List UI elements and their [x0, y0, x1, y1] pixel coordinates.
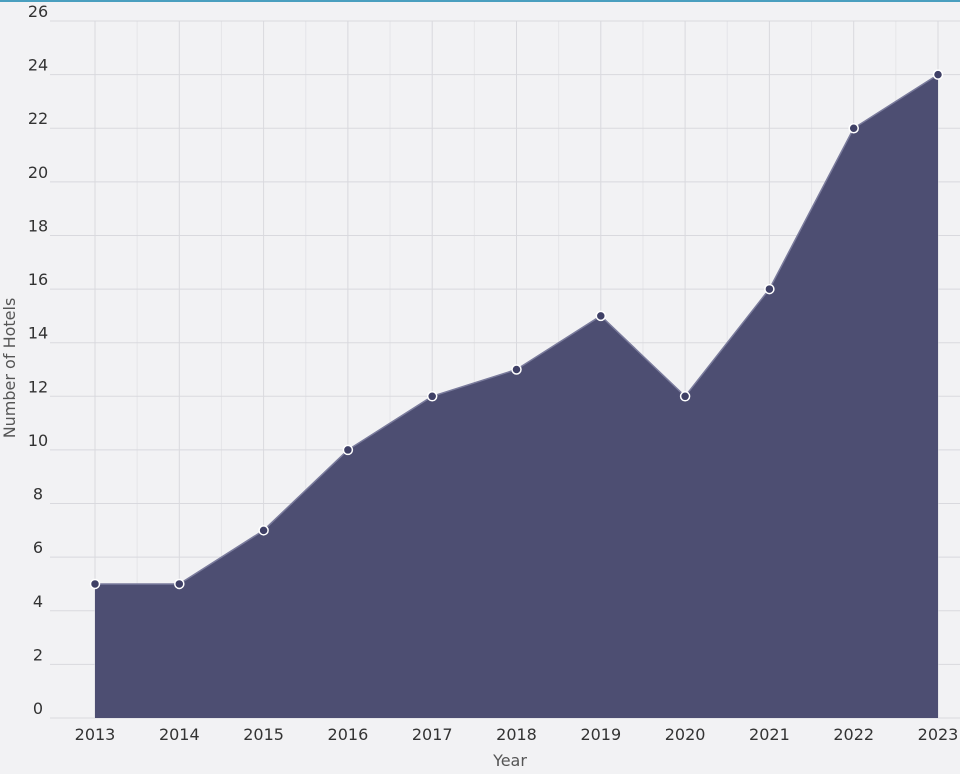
x-tick-label: 2014: [159, 725, 200, 744]
data-point[interactable]: [342, 444, 354, 456]
x-axis-ticks: 2013 2014 2015 2016 2017 2018 2019 2020 2021 2022…: [75, 725, 959, 744]
y-tick-label: 0: [33, 699, 43, 718]
y-tick-label: 26: [28, 2, 48, 21]
data-point[interactable]: [848, 122, 859, 134]
x-tick-label: 2020: [665, 725, 706, 744]
y-tick-label: 12: [28, 377, 48, 396]
data-point[interactable]: [932, 69, 944, 80]
y-tick-label: 22: [28, 109, 48, 128]
x-tick-label: 2017: [412, 725, 453, 744]
data-point[interactable]: [764, 283, 775, 295]
x-tick-label: 2016: [328, 725, 369, 744]
series-area: [95, 74, 938, 719]
y-tick-label: 24: [28, 56, 48, 75]
y-tick-label: 8: [33, 485, 43, 504]
x-tick-label: 2013: [75, 725, 116, 744]
x-tick-label: 2021: [749, 725, 790, 744]
y-tick-label: 4: [33, 592, 43, 611]
data-point[interactable]: [511, 364, 522, 375]
y-tick-label: 10: [28, 431, 48, 450]
x-axis-title: Year: [492, 751, 527, 770]
y-tick-label: 18: [28, 216, 48, 235]
top-accent-rule: [0, 0, 960, 2]
data-point[interactable]: [89, 578, 101, 590]
data-markers: [89, 69, 944, 590]
y-tick-label: 2: [33, 645, 43, 664]
y-tick-label: 16: [28, 270, 48, 289]
x-tick-label: 2018: [496, 725, 537, 744]
data-point[interactable]: [258, 525, 269, 536]
x-tick-label: 2015: [243, 725, 284, 744]
y-tick-label: 20: [28, 163, 48, 182]
data-point[interactable]: [174, 578, 185, 590]
x-tick-label: 2019: [580, 725, 621, 744]
x-tick-label: 2022: [833, 725, 874, 744]
y-axis-title: Number of Hotels: [0, 298, 19, 439]
data-point[interactable]: [679, 391, 691, 402]
x-tick-label: 2023: [918, 725, 959, 744]
y-tick-label: 14: [28, 324, 48, 343]
data-point[interactable]: [595, 310, 607, 322]
y-tick-label: 6: [33, 538, 43, 557]
data-point[interactable]: [426, 391, 438, 402]
